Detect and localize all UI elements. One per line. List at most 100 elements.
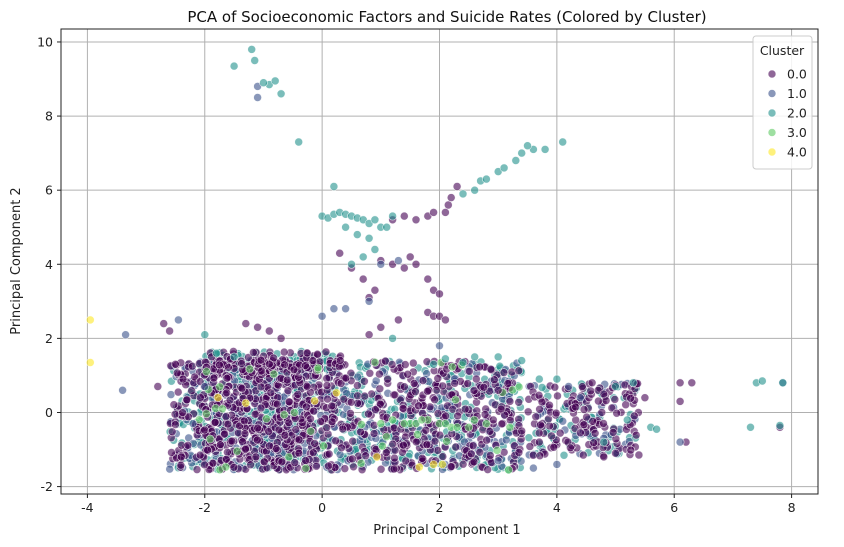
- cloud-point-cluster-0: [259, 457, 269, 467]
- cloud-point-cluster-0: [346, 409, 355, 418]
- data-point-cluster-0: [335, 248, 345, 258]
- data-point-cluster-2: [611, 382, 620, 391]
- data-point-cluster-1: [575, 393, 585, 403]
- cloud-point-cluster-0: [251, 452, 261, 462]
- cloud-point-cluster-0: [346, 397, 356, 407]
- data-point-cluster-2: [229, 352, 239, 362]
- data-point-cluster-1: [174, 315, 183, 325]
- cloud-point-cluster-0: [279, 347, 289, 357]
- data-point-cluster-2: [329, 182, 339, 191]
- data-point-cluster-2: [746, 422, 755, 432]
- data-point-cluster-3: [464, 422, 474, 432]
- data-point-cluster-0: [687, 378, 697, 388]
- cloud-point-cluster-0: [339, 394, 349, 404]
- data-point-cluster-2: [212, 348, 221, 358]
- cloud-point-cluster-3: [356, 458, 366, 468]
- data-point-cluster-1: [253, 93, 262, 102]
- cloud-point-cluster-3: [504, 465, 513, 475]
- data-point-cluster-2: [757, 376, 767, 386]
- cloud-point-cluster-3: [451, 395, 460, 405]
- cloud-point-cluster-0: [460, 404, 470, 414]
- data-point-cluster-0: [376, 322, 386, 332]
- data-point-cluster-0: [253, 322, 262, 332]
- data-point-cluster-0: [241, 319, 251, 328]
- cloud-point-cluster-0: [264, 427, 273, 436]
- cloud-point-cluster-0: [348, 454, 357, 464]
- cloud-point-cluster-0: [408, 358, 418, 368]
- cloud-point-cluster-0: [514, 366, 524, 376]
- cloud-point-cluster-0: [534, 428, 544, 438]
- cloud-point-cluster-0: [322, 423, 332, 433]
- data-point-cluster-1: [341, 304, 350, 314]
- cloud-point-cluster-0: [626, 393, 635, 403]
- data-point-cluster-2: [517, 356, 527, 365]
- cloud-point-cluster-0: [525, 442, 535, 451]
- data-point-cluster-2: [441, 354, 450, 364]
- cloud-point-cluster-4: [415, 462, 424, 472]
- cloud-point-cluster-3: [205, 434, 215, 444]
- cloud-point-cluster-0: [547, 431, 556, 441]
- cloud-point-cluster-0: [182, 395, 192, 405]
- cloud-point-cluster-0: [465, 366, 474, 376]
- legend-marker: [767, 69, 777, 79]
- cloud-point-cluster-0: [167, 448, 176, 457]
- cloud-point-cluster-0: [335, 356, 345, 365]
- cloud-point-cluster-0: [321, 347, 331, 357]
- data-point-cluster-0: [599, 452, 609, 462]
- cloud-point-cluster-0: [272, 399, 282, 409]
- cloud-point-cluster-0: [200, 460, 209, 470]
- data-point-cluster-3: [505, 422, 515, 432]
- cloud-point-cluster-0: [364, 409, 373, 419]
- cloud-point-cluster-0: [256, 355, 266, 365]
- data-point-cluster-2: [364, 234, 374, 243]
- cloud-point-cluster-0: [169, 400, 179, 410]
- data-point-cluster-1: [675, 437, 685, 447]
- legend-label: 3.0: [787, 125, 807, 140]
- data-point-cluster-2: [250, 56, 259, 65]
- cloud-point-cluster-0: [284, 397, 294, 407]
- data-point-cluster-1: [118, 385, 127, 395]
- cloud-point-cluster-0: [400, 360, 410, 369]
- cloud-point-cluster-0: [227, 436, 237, 446]
- cloud-point-cluster-0: [497, 419, 507, 429]
- data-point-cluster-1: [200, 382, 210, 391]
- cloud-point-cluster-0: [551, 408, 561, 418]
- legend-box: [752, 35, 813, 170]
- cloud-point-cluster-0: [324, 461, 333, 471]
- cloud-point-cluster-0: [566, 443, 575, 453]
- cloud-point-cluster-0: [514, 448, 524, 457]
- cloud-point-cluster-0: [172, 368, 182, 378]
- cloud-point-cluster-0: [308, 356, 318, 365]
- data-point-cluster-2: [552, 374, 562, 384]
- data-points: [86, 45, 788, 475]
- axis-ticks: -4 -2 0 2 4 6 8 -2 0 2 4 6 8 10: [37, 34, 796, 515]
- cloud-point-cluster-0: [537, 397, 547, 407]
- cloud-point-cluster-3: [447, 362, 457, 372]
- cloud-point-cluster-0: [208, 458, 218, 468]
- cloud-point-cluster-0: [246, 460, 255, 470]
- cloud-point-cluster-0: [631, 430, 641, 440]
- cloud-point-cluster-3: [469, 415, 479, 425]
- data-point-cluster-2: [388, 334, 397, 343]
- cloud-point-cluster-0: [249, 348, 258, 357]
- data-point-cluster-1: [329, 304, 339, 314]
- cloud-point-cluster-3: [290, 408, 299, 417]
- data-point-cluster-1: [364, 296, 374, 306]
- data-point-cluster-0: [165, 326, 174, 336]
- cloud-point-cluster-0: [475, 447, 485, 457]
- cloud-point-cluster-0: [284, 418, 294, 428]
- data-point-cluster-0: [446, 193, 456, 202]
- cloud-point-cluster-0: [590, 428, 600, 438]
- cloud-point-cluster-0: [341, 373, 351, 383]
- data-point-cluster-4: [86, 358, 95, 367]
- cloud-point-cluster-3: [357, 420, 366, 429]
- cloud-point-cluster-0: [222, 388, 231, 398]
- cloud-point-cluster-0: [223, 447, 232, 457]
- data-point-cluster-2: [347, 259, 356, 269]
- cloud-point-cluster-0: [190, 372, 199, 382]
- legend-marker: [767, 128, 777, 137]
- cloud-point-cluster-0: [463, 379, 473, 388]
- cloud-point-cluster-3: [269, 369, 279, 379]
- data-point-cluster-0: [411, 259, 421, 269]
